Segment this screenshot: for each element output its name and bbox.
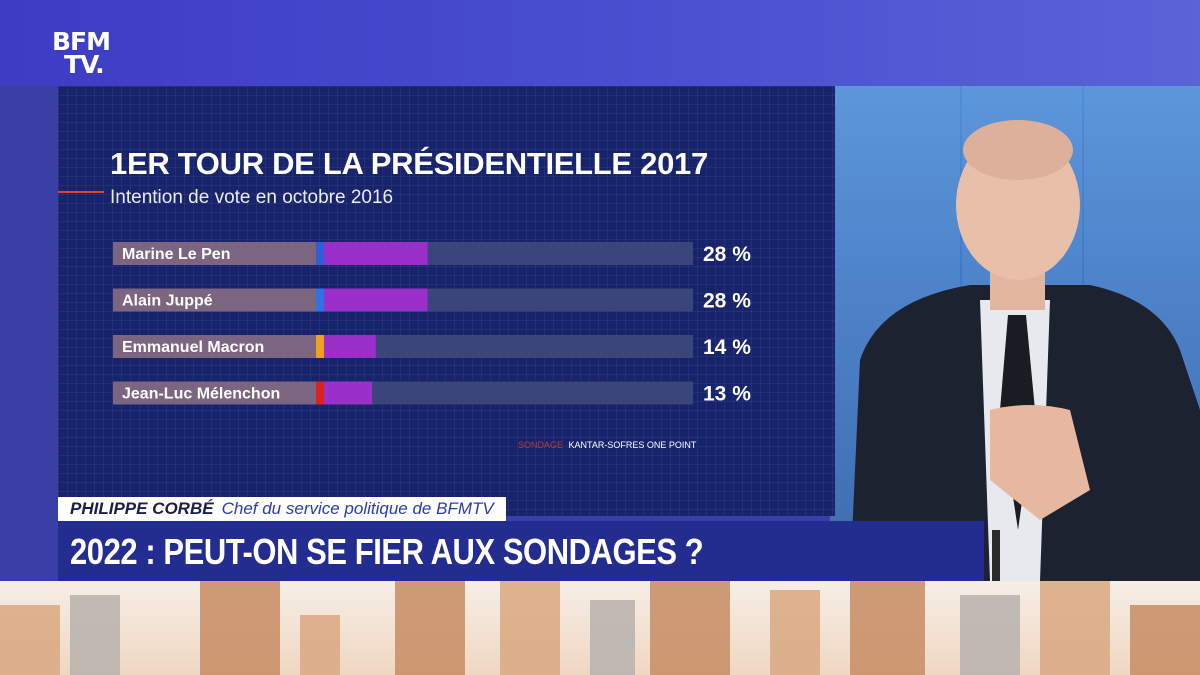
speaker-name: PHILIPPE CORBÉ xyxy=(70,499,214,518)
label-band xyxy=(113,288,316,312)
label-band xyxy=(113,335,316,358)
label-band xyxy=(113,242,316,265)
headline: 2022 : PEUT-ON SE FIER AUX SONDAGES ? xyxy=(70,531,704,572)
party-marker xyxy=(316,288,324,312)
category-label: Jean-Luc Mélenchon xyxy=(122,386,280,403)
data-bar xyxy=(324,242,428,265)
chart-source: SONDAGE KANTAR-SOFRES ONE POINT xyxy=(518,440,696,450)
title-accent-line xyxy=(58,191,104,193)
source-label: SONDAGE xyxy=(518,440,564,450)
category-label: Marine Le Pen xyxy=(122,246,230,263)
speaker-role: Chef du service politique de BFMTV xyxy=(221,499,494,518)
party-marker xyxy=(316,242,324,265)
data-bar xyxy=(324,381,373,405)
value-label: 28 % xyxy=(703,290,751,313)
label-band xyxy=(113,381,316,405)
lower-third: PHILIPPE CORBÉ Chef du service politique… xyxy=(58,497,506,521)
chart-panel: 1ER TOUR DE LA PRÉSIDENTIELLE 2017 Inten… xyxy=(58,86,835,516)
value-label: 14 % xyxy=(703,336,751,359)
chart-subtitle: Intention de vote en octobre 2016 xyxy=(110,187,394,208)
data-bar xyxy=(324,288,428,312)
chart-title: 1ER TOUR DE LA PRÉSIDENTIELLE 2017 xyxy=(110,146,708,181)
bar-chart: Marine Le Pen 28 % Alain Juppé 28 % Emmanuel… xyxy=(113,242,751,406)
source-text: KANTAR-SOFRES ONE POINT xyxy=(568,440,697,450)
value-label: 28 % xyxy=(703,243,751,266)
value-label: 13 % xyxy=(703,383,751,406)
headline-bar: 2022 : PEUT-ON SE FIER AUX SONDAGES ? xyxy=(58,521,984,581)
bfmtv-logo: BFM TV. xyxy=(52,27,111,79)
skyline-band xyxy=(0,581,1200,675)
category-label: Emmanuel Macron xyxy=(122,339,264,356)
presenter-image xyxy=(850,120,1200,581)
party-marker xyxy=(316,335,324,358)
category-label: Alain Juppé xyxy=(122,293,213,310)
top-band xyxy=(0,0,1200,86)
party-marker xyxy=(316,381,324,405)
data-bar xyxy=(324,335,376,358)
